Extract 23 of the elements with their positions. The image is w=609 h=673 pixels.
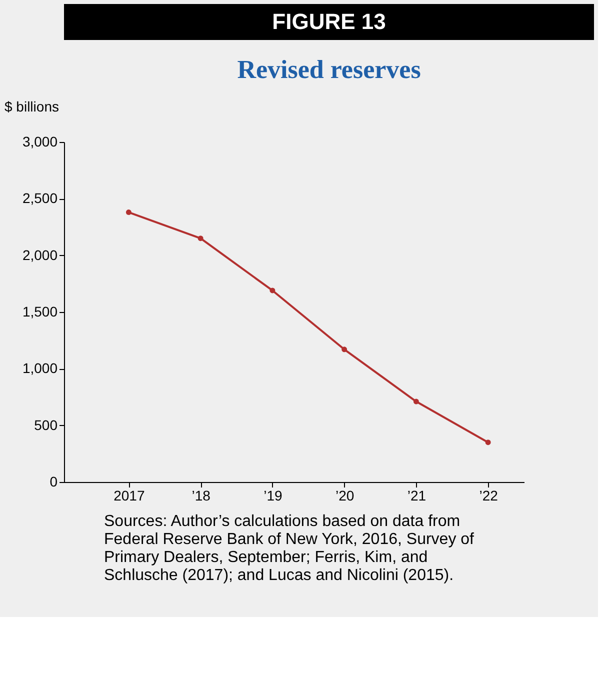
- y-tick-label: 3,000: [22, 134, 58, 150]
- x-tick-label: ’22: [479, 488, 498, 504]
- y-tick-label: 1,000: [22, 360, 58, 376]
- source-note: Sources: Author’s calculations based on data from Federal Reserve Bank of New York, 2016, Survey of Primary Dealers, September; Ferris, Kim, and Schlusche (2017); and Lucas and Nicolini (2015).: [104, 513, 475, 584]
- y-tick-label: 1,500: [22, 304, 58, 320]
- chart-subtitle: Revised reserves: [237, 55, 421, 84]
- y-tick-label: 500: [34, 416, 58, 433]
- x-tick-label: ’18: [192, 488, 211, 504]
- point: [342, 346, 348, 352]
- x-tick-label: ’21: [407, 488, 426, 504]
- point: [413, 398, 419, 404]
- chart-title: FIGURE 13: [272, 9, 386, 34]
- point: [270, 288, 276, 294]
- point: [198, 236, 204, 242]
- y-tick-label: 2,000: [22, 246, 58, 263]
- y-tick-label: 2,500: [22, 190, 58, 206]
- point: [485, 440, 491, 446]
- x-tick-label: ’19: [264, 488, 282, 504]
- y-axis-title: $ billions: [4, 98, 59, 114]
- y-tick-label: 0: [50, 474, 58, 490]
- point: [126, 210, 132, 215]
- x-tick-label: ’20: [335, 488, 354, 504]
- x-tick-label: 2017: [114, 488, 145, 504]
